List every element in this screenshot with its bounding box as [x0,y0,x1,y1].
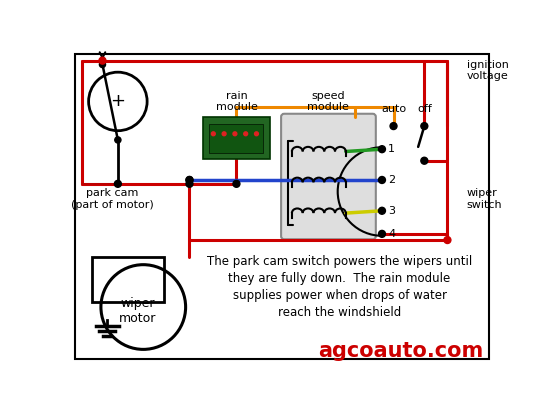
Circle shape [378,230,386,237]
Circle shape [390,123,397,130]
Circle shape [100,61,106,67]
Text: agcoauto.com: agcoauto.com [318,341,484,361]
Circle shape [186,177,193,184]
Circle shape [244,132,248,136]
Circle shape [233,132,237,136]
Text: off: off [417,104,432,114]
Circle shape [115,137,121,143]
Text: 3: 3 [388,206,395,216]
Text: 1: 1 [388,144,395,154]
Circle shape [444,236,451,243]
Circle shape [378,177,386,184]
Text: speed
module: speed module [307,91,349,112]
Circle shape [99,57,106,64]
Text: auto: auto [381,104,406,114]
Circle shape [421,157,428,164]
Text: 2: 2 [388,175,395,185]
Circle shape [222,132,226,136]
Text: wiper
switch: wiper switch [466,189,502,210]
Bar [92,257,164,302]
Circle shape [378,207,386,214]
Circle shape [421,123,428,130]
Circle shape [233,180,240,187]
Circle shape [186,177,193,184]
Circle shape [211,132,215,136]
Circle shape [186,180,193,187]
Bar [209,124,263,153]
Text: ignition
voltage: ignition voltage [466,60,509,81]
Circle shape [378,146,386,153]
Text: +: + [111,92,125,110]
Text: The park cam switch powers the wipers until
they are fully down.  The rain modul: The park cam switch powers the wipers un… [207,256,472,319]
FancyBboxPatch shape [281,114,376,239]
Bar [202,117,271,159]
Text: wiper
motor: wiper motor [119,297,157,325]
Text: 4: 4 [388,229,395,239]
Text: rain
module: rain module [216,91,257,112]
Text: park cam
(part of motor): park cam (part of motor) [71,189,154,210]
Circle shape [255,132,258,136]
Circle shape [114,180,122,187]
